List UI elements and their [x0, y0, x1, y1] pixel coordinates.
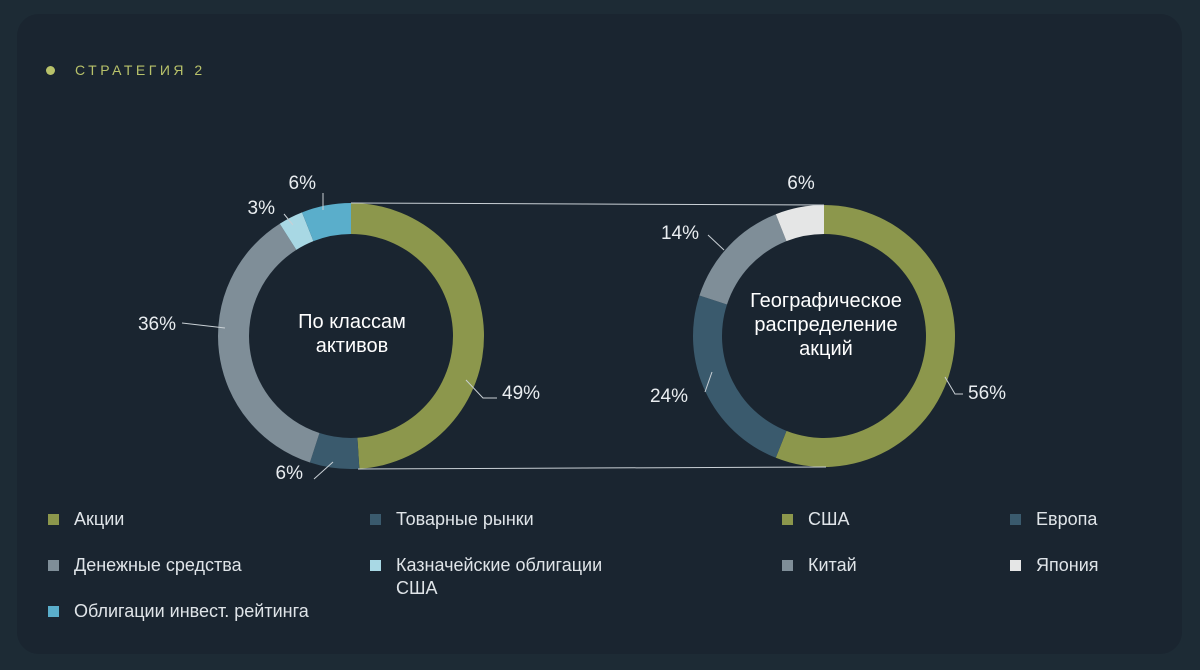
leader-line — [707, 234, 725, 251]
legend-item-ig-bonds: Облигации инвест. рейтинга — [48, 600, 309, 623]
donut-chart-2: 56% 24% 14% 6% Географическое распределение ак… — [650, 173, 1006, 467]
legend-item-treasuries: Казначейские облигации США — [370, 554, 630, 600]
data-label: 49% — [502, 383, 540, 404]
legend-label: Европа — [1036, 509, 1098, 529]
data-label: 3% — [248, 198, 276, 219]
strategy-title: СТРАТЕГИЯ 2 — [75, 62, 206, 78]
data-label: 6% — [276, 463, 304, 484]
donut-slice — [217, 223, 320, 463]
legend-item-commodities: Товарные рынки — [370, 508, 534, 531]
leader-line — [465, 379, 497, 399]
connector-line-top — [350, 202, 825, 206]
donut-center-label: Географическое распределение акций — [750, 290, 902, 360]
legend-item-stocks: Акции — [48, 508, 124, 531]
legend-label: Китай — [808, 555, 857, 575]
data-label: 24% — [650, 386, 688, 407]
strategy-card — [17, 14, 1182, 654]
legend-label: Япония — [1036, 555, 1099, 575]
connector-lines — [350, 202, 827, 470]
leader-line — [704, 371, 713, 393]
leader-line — [283, 213, 294, 226]
donut-slice — [302, 203, 351, 242]
leader-line — [181, 322, 226, 329]
leader-line — [944, 376, 963, 395]
legend-item-europe: Европа — [1010, 508, 1097, 531]
legend-item-cash: Денежные средства — [48, 554, 242, 577]
data-label: 6% — [787, 173, 815, 194]
donut-slice — [775, 205, 824, 242]
donut-slice — [775, 205, 955, 467]
data-label: 14% — [661, 223, 699, 244]
legend-swatch — [48, 514, 59, 525]
legend-label: Облигации инвест. рейтинга — [74, 601, 309, 621]
data-label: 6% — [289, 173, 317, 194]
data-label: 56% — [968, 383, 1006, 404]
donut-slice — [279, 212, 314, 250]
legend-swatch — [48, 560, 59, 571]
legend-label: Товарные рынки — [396, 509, 534, 529]
legend-label: Денежные средства — [74, 555, 242, 575]
donut-center-label: По классам активов — [298, 311, 406, 357]
connector-line-bottom — [357, 466, 827, 470]
data-label: 36% — [138, 314, 176, 335]
strategy-dot-icon — [46, 65, 55, 75]
legend-swatch — [370, 560, 381, 571]
donut-chart-1: 49% 6% 36% 3% 6% По классам активов — [138, 173, 540, 484]
donut-slice — [693, 295, 787, 458]
legend-label: США — [808, 509, 850, 529]
legend-label: Казначейские облигации США — [396, 555, 603, 598]
legend-swatch — [48, 606, 59, 617]
legend-item-usa: США — [782, 508, 850, 531]
leader-line — [313, 461, 334, 480]
donut-slice — [309, 433, 360, 469]
strategy-header: СТРАТЕГИЯ 2 — [46, 62, 206, 78]
legend-swatch — [1010, 560, 1021, 571]
donut-slice — [699, 214, 787, 305]
legend-swatch — [782, 560, 793, 571]
legend-swatch — [1010, 514, 1021, 525]
legend-item-japan: Япония — [1010, 554, 1099, 577]
legend-label: Акции — [74, 509, 125, 529]
legend-swatch — [370, 514, 381, 525]
legend-item-china: Китай — [782, 554, 857, 577]
legend-swatch — [782, 514, 793, 525]
donut-slice — [351, 203, 484, 469]
